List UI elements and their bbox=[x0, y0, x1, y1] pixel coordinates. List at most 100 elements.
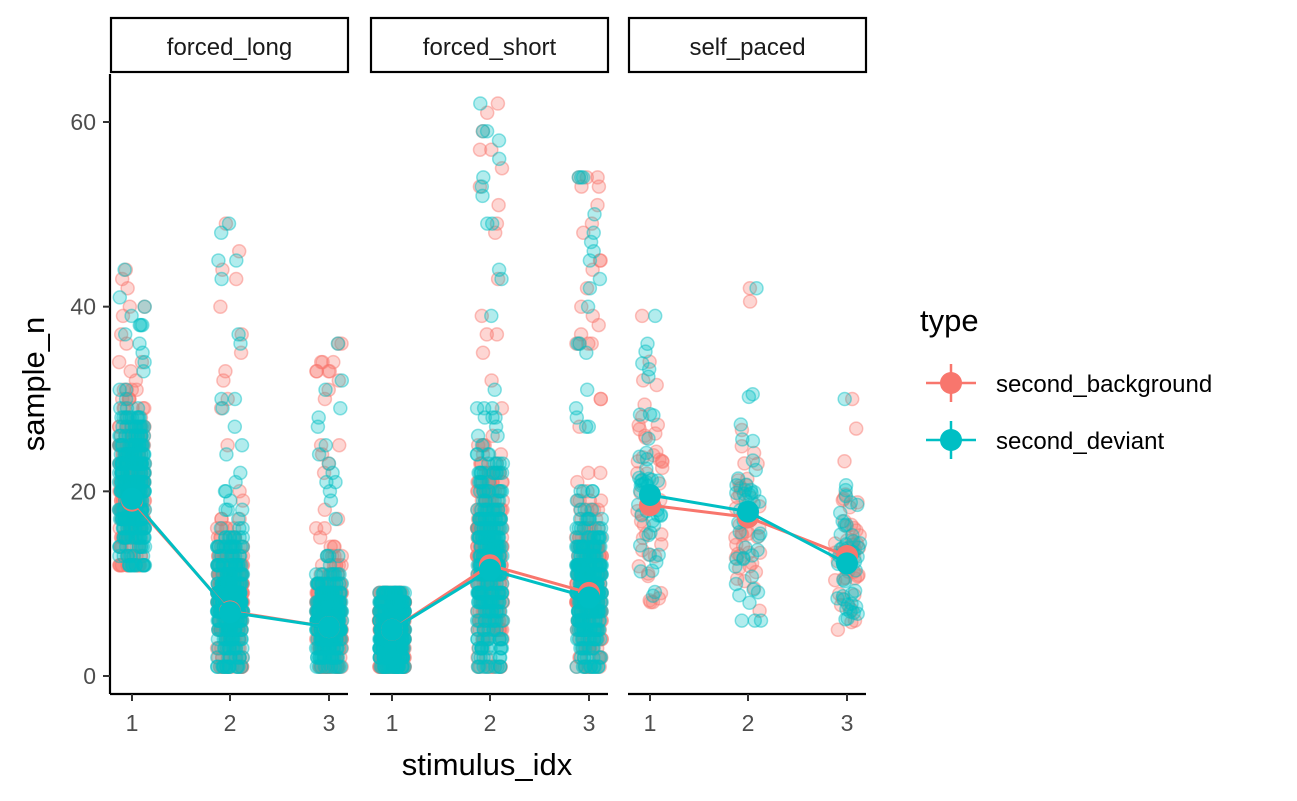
data-point-second-deviant bbox=[120, 521, 135, 536]
x-tick-label: 3 bbox=[583, 710, 596, 736]
data-point-second-deviant bbox=[221, 216, 237, 231]
data-point-second-deviant bbox=[130, 400, 146, 416]
data-point-second-deviant bbox=[131, 474, 147, 490]
data-point-second-deviant bbox=[136, 530, 152, 545]
facet-strip bbox=[109, 16, 350, 74]
data-point-second-deviant bbox=[573, 484, 588, 499]
data-point-second-background bbox=[122, 456, 138, 471]
facet-panel-forced-short: forced_short 1 2 3 bbox=[369, 16, 610, 736]
data-point-second-background bbox=[112, 521, 127, 536]
facet-panel-self-paced: self_paced 1 2 3 bbox=[627, 16, 868, 736]
data-point-second-deviant bbox=[136, 419, 152, 434]
data-point-second-background bbox=[742, 294, 758, 309]
data-point-second-background bbox=[123, 447, 139, 462]
data-point-second-deviant bbox=[116, 548, 131, 564]
x-tick-label: 3 bbox=[323, 710, 336, 736]
data-point-second-background bbox=[120, 521, 135, 536]
data-point-second-background bbox=[131, 539, 147, 554]
mean-point-second-deviant bbox=[836, 552, 858, 575]
data-point-second-deviant bbox=[128, 428, 144, 444]
data-point-second-deviant bbox=[121, 511, 137, 527]
data-point-second-deviant bbox=[334, 373, 350, 388]
data-point-second-deviant bbox=[112, 428, 127, 444]
data-point-second-background bbox=[137, 521, 152, 536]
data-point-second-background bbox=[111, 354, 127, 370]
data-point-second-deviant bbox=[114, 456, 130, 471]
data-point-second-background bbox=[129, 530, 144, 545]
data-point-second-deviant bbox=[318, 437, 334, 453]
data-point-second-deviant bbox=[137, 521, 152, 536]
data-point-second-background bbox=[118, 447, 133, 462]
data-point-second-deviant bbox=[211, 253, 226, 268]
data-point-second-background bbox=[132, 539, 147, 554]
data-point-second-deviant bbox=[641, 369, 656, 384]
data-point-second-deviant bbox=[744, 548, 760, 563]
data-point-second-background bbox=[130, 428, 145, 444]
data-point-second-deviant bbox=[228, 474, 243, 490]
data-point-second-deviant bbox=[221, 641, 237, 656]
data-point-second-background bbox=[137, 465, 152, 481]
x-tick-label: 1 bbox=[644, 710, 657, 736]
data-point-second-deviant bbox=[134, 456, 149, 471]
data-point-second-deviant bbox=[118, 456, 133, 471]
data-point-second-deviant bbox=[229, 253, 244, 268]
data-point-second-background bbox=[115, 530, 131, 545]
data-point-second-background bbox=[118, 530, 133, 545]
data-point-second-background bbox=[123, 521, 139, 536]
data-point-second-background bbox=[113, 474, 128, 490]
facet-strip-label: forced_long bbox=[167, 34, 292, 61]
data-point-second-background bbox=[593, 391, 609, 407]
data-point-second-deviant bbox=[469, 447, 485, 462]
data-point-second-deviant bbox=[136, 521, 152, 536]
data-point-second-background bbox=[136, 557, 152, 573]
data-point-second-deviant bbox=[136, 437, 151, 453]
data-point-second-deviant bbox=[835, 588, 851, 604]
data-point-second-background bbox=[129, 382, 144, 398]
data-point-second-background bbox=[124, 465, 139, 481]
data-point-second-deviant bbox=[584, 502, 600, 518]
data-point-second-background bbox=[128, 465, 143, 481]
data-point-second-deviant bbox=[486, 465, 502, 481]
data-point-second-background bbox=[634, 308, 650, 324]
data-point-second-deviant bbox=[377, 659, 392, 675]
data-point-second-background bbox=[129, 511, 145, 527]
data-point-second-deviant bbox=[119, 447, 134, 462]
data-point-second-deviant bbox=[119, 447, 134, 462]
data-point-second-deviant bbox=[131, 465, 146, 481]
data-point-second-deviant bbox=[492, 539, 507, 554]
data-point-second-deviant bbox=[135, 419, 150, 434]
data-point-second-background bbox=[136, 465, 152, 481]
data-point-second-deviant bbox=[125, 511, 141, 527]
data-point-second-deviant bbox=[127, 521, 142, 536]
data-point-second-background bbox=[125, 521, 141, 536]
data-point-second-deviant bbox=[133, 437, 149, 453]
data-point-second-deviant bbox=[579, 382, 595, 398]
data-point-second-background bbox=[125, 400, 140, 416]
data-point-second-background bbox=[121, 557, 136, 573]
data-point-second-background bbox=[112, 557, 127, 573]
data-point-second-background bbox=[135, 474, 150, 490]
data-point-second-deviant bbox=[218, 502, 233, 518]
data-point-second-background bbox=[129, 511, 144, 527]
data-point-second-background bbox=[123, 511, 139, 527]
data-point-second-deviant bbox=[587, 207, 602, 222]
data-point-second-deviant bbox=[471, 585, 486, 601]
data-point-second-background bbox=[593, 465, 608, 481]
data-point-second-background bbox=[133, 548, 149, 564]
data-point-second-background bbox=[112, 456, 127, 471]
data-point-second-deviant bbox=[112, 548, 127, 564]
data-point-second-deviant bbox=[132, 336, 147, 351]
data-point-second-deviant bbox=[111, 456, 127, 471]
data-point-second-deviant bbox=[487, 382, 502, 398]
data-point-second-deviant bbox=[114, 465, 129, 481]
data-point-second-deviant bbox=[328, 511, 343, 527]
jitter-points bbox=[630, 280, 868, 638]
x-tick-label: 3 bbox=[841, 710, 854, 736]
data-point-second-deviant bbox=[137, 539, 153, 554]
data-point-second-deviant bbox=[127, 428, 143, 444]
data-point-second-deviant bbox=[132, 437, 147, 453]
data-point-second-deviant bbox=[489, 604, 504, 619]
data-point-second-background bbox=[116, 530, 132, 545]
data-point-second-deviant bbox=[119, 511, 134, 527]
data-point-second-background bbox=[137, 299, 152, 314]
